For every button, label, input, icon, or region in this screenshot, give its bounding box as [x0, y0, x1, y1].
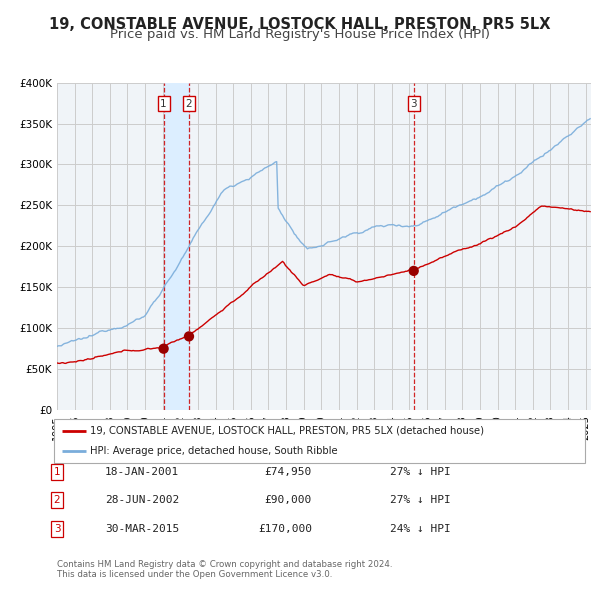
- Text: HPI: Average price, detached house, South Ribble: HPI: Average price, detached house, Sout…: [90, 446, 338, 456]
- Text: 18-JAN-2001: 18-JAN-2001: [105, 467, 179, 477]
- Point: [409, 266, 419, 276]
- Text: 19, CONSTABLE AVENUE, LOSTOCK HALL, PRESTON, PR5 5LX (detached house): 19, CONSTABLE AVENUE, LOSTOCK HALL, PRES…: [90, 426, 484, 436]
- Text: 3: 3: [410, 99, 417, 109]
- FancyBboxPatch shape: [54, 419, 585, 463]
- Text: 27% ↓ HPI: 27% ↓ HPI: [390, 496, 451, 505]
- Text: £170,000: £170,000: [258, 524, 312, 533]
- Text: 30-MAR-2015: 30-MAR-2015: [105, 524, 179, 533]
- Text: 28-JUN-2002: 28-JUN-2002: [105, 496, 179, 505]
- Text: 1: 1: [160, 99, 167, 109]
- Point: [184, 332, 194, 341]
- Text: £74,950: £74,950: [265, 467, 312, 477]
- Text: Contains HM Land Registry data © Crown copyright and database right 2024.
This d: Contains HM Land Registry data © Crown c…: [57, 560, 392, 579]
- Point: [159, 344, 169, 353]
- Text: 27% ↓ HPI: 27% ↓ HPI: [390, 467, 451, 477]
- Text: 24% ↓ HPI: 24% ↓ HPI: [390, 524, 451, 533]
- Bar: [164, 83, 189, 410]
- Text: 19, CONSTABLE AVENUE, LOSTOCK HALL, PRESTON, PR5 5LX: 19, CONSTABLE AVENUE, LOSTOCK HALL, PRES…: [49, 17, 551, 31]
- Text: 3: 3: [53, 524, 61, 533]
- Text: 2: 2: [185, 99, 193, 109]
- Text: 2: 2: [53, 496, 61, 505]
- Text: 1: 1: [53, 467, 61, 477]
- Text: £90,000: £90,000: [265, 496, 312, 505]
- Text: Price paid vs. HM Land Registry's House Price Index (HPI): Price paid vs. HM Land Registry's House …: [110, 28, 490, 41]
